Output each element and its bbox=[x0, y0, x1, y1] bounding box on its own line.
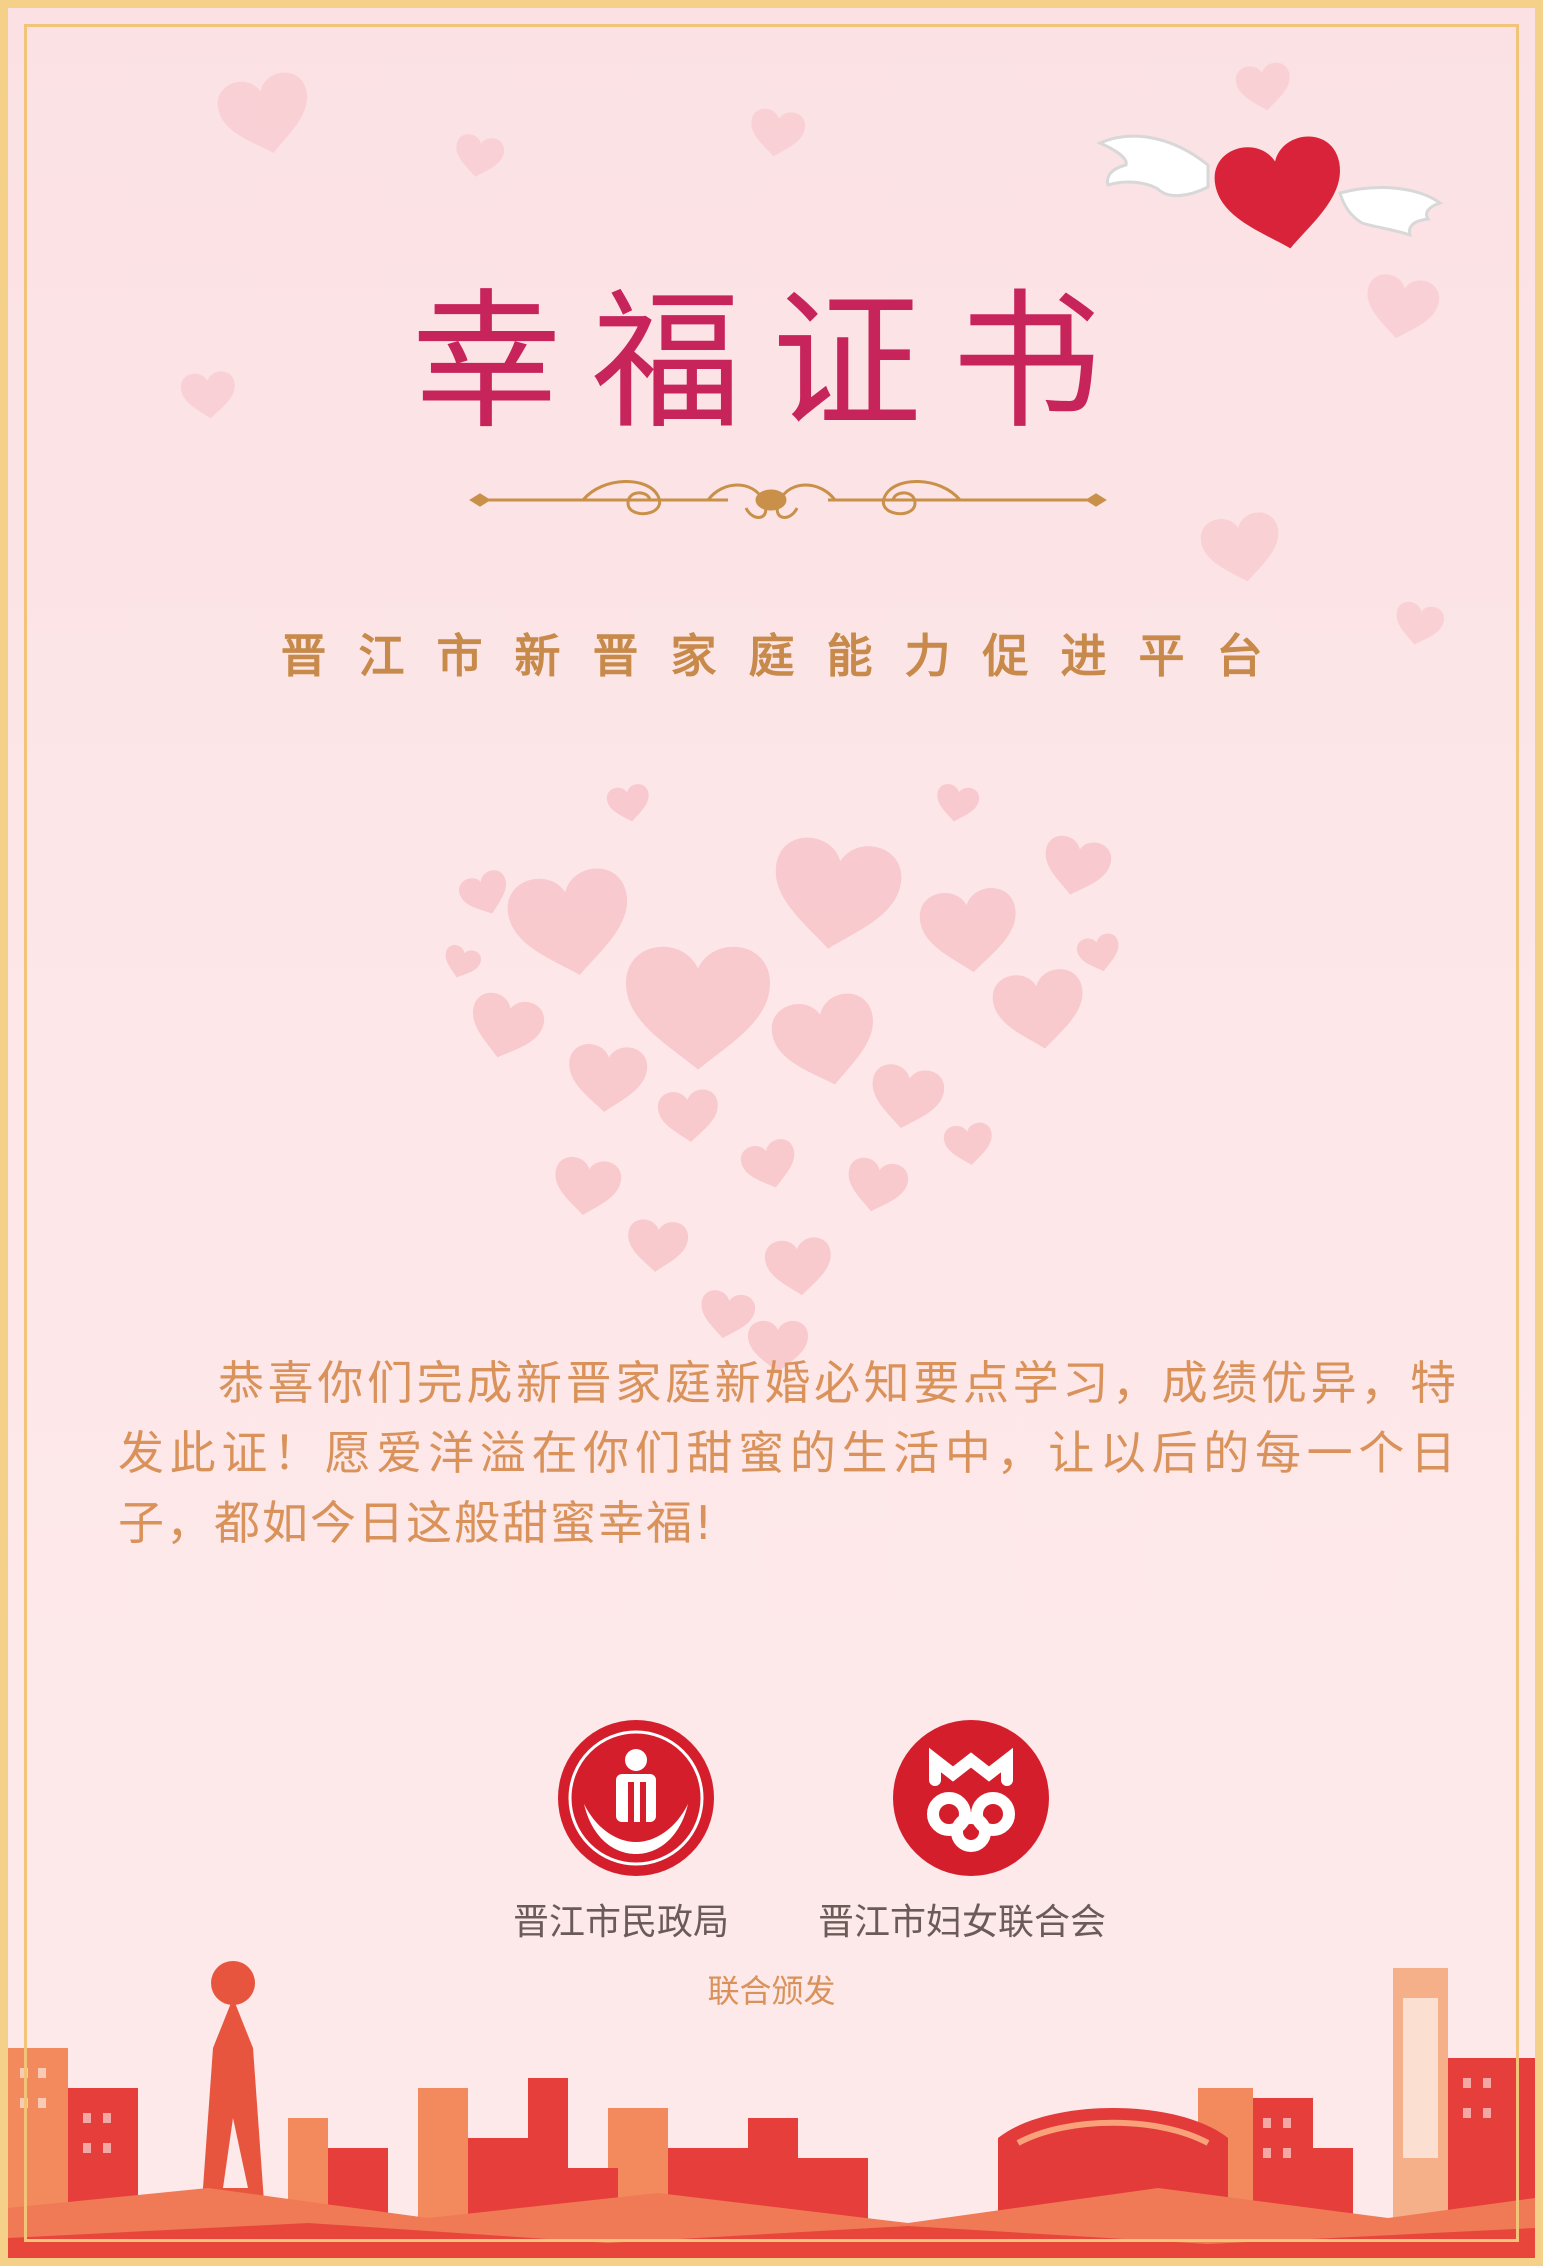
womens-federation-emblem-icon bbox=[893, 1720, 1049, 1876]
title-flourish bbox=[469, 480, 1107, 519]
certificate-title: 幸福证书 bbox=[411, 276, 1132, 450]
civil-affairs-emblem-icon bbox=[558, 1720, 714, 1876]
congratulation-message: 恭喜你们完成新晋家庭新婚必知要点学习，成绩优异，特发此证！愿爱洋溢在你们甜蜜的生… bbox=[118, 1356, 1458, 1550]
heart-cluster-icon bbox=[439, 782, 1125, 1372]
platform-name: 晋江市新晋家庭能力促进平台 bbox=[280, 629, 1295, 683]
issuer-civil-affairs: 晋江市民政局 bbox=[513, 1902, 730, 1943]
issuer-womens-federation: 晋江市妇女联合会 bbox=[818, 1902, 1107, 1943]
decoration-layer bbox=[179, 60, 1447, 1372]
city-skyline-illustration bbox=[8, 1961, 1535, 2258]
issued-note: 联合颁发 bbox=[707, 1972, 836, 2010]
winged-heart-icon bbox=[1096, 131, 1444, 260]
